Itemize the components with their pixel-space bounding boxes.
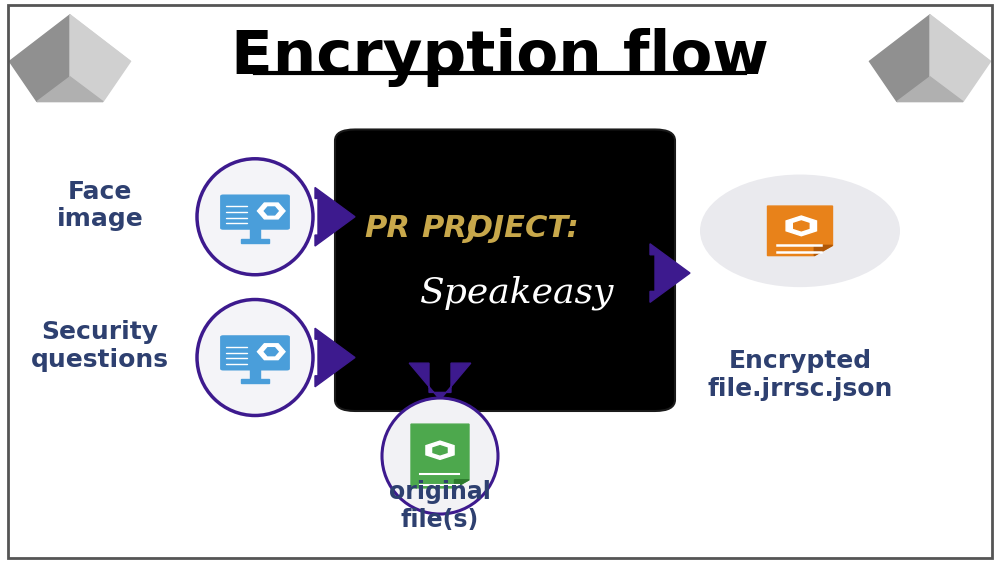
Text: J: J [466, 213, 477, 243]
Polygon shape [794, 221, 809, 231]
Polygon shape [10, 15, 130, 61]
Polygon shape [264, 207, 278, 215]
FancyArrow shape [315, 328, 355, 387]
Polygon shape [257, 344, 285, 360]
Ellipse shape [197, 159, 313, 275]
Text: original
file(s): original file(s) [389, 480, 491, 532]
Polygon shape [786, 216, 816, 236]
Polygon shape [37, 77, 103, 101]
FancyBboxPatch shape [335, 129, 675, 411]
FancyArrow shape [315, 187, 355, 246]
Polygon shape [433, 446, 447, 455]
Polygon shape [257, 203, 285, 219]
Polygon shape [870, 15, 990, 61]
Text: PROJECT:: PROJECT: [421, 213, 579, 243]
Polygon shape [10, 15, 70, 101]
Text: Face
image: Face image [57, 180, 143, 231]
Polygon shape [768, 206, 832, 256]
Text: Encryption flow: Encryption flow [231, 28, 769, 87]
Polygon shape [411, 424, 469, 488]
Polygon shape [264, 348, 278, 356]
Text: Security
questions: Security questions [31, 320, 169, 372]
Polygon shape [426, 441, 454, 459]
Text: PR: PR [364, 213, 410, 243]
Polygon shape [897, 77, 963, 101]
FancyBboxPatch shape [220, 335, 290, 370]
Polygon shape [70, 15, 130, 101]
FancyArrow shape [650, 244, 690, 302]
Ellipse shape [382, 398, 498, 514]
Bar [250, 228, 260, 239]
Bar [241, 379, 269, 383]
Polygon shape [870, 15, 930, 101]
Polygon shape [814, 245, 832, 256]
Text: Speakeasy: Speakeasy [420, 275, 614, 310]
Bar [250, 369, 260, 379]
Ellipse shape [197, 300, 313, 415]
Circle shape [700, 175, 900, 287]
Text: Encrypted
file.jrrsc.json: Encrypted file.jrrsc.json [707, 349, 893, 401]
Polygon shape [930, 15, 990, 101]
Bar [241, 239, 269, 243]
FancyBboxPatch shape [220, 194, 290, 230]
FancyArrow shape [409, 363, 471, 400]
Polygon shape [454, 480, 469, 488]
